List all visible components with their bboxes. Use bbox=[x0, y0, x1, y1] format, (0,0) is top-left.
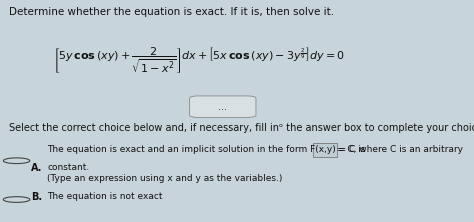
Text: B.: B. bbox=[31, 192, 42, 202]
Text: (Type an expression using x and y as the variables.): (Type an expression using x and y as the… bbox=[47, 174, 283, 183]
Text: $\left[5y\,\mathbf{cos}\,(xy)+\dfrac{2}{\sqrt{1-x^2}}\right]dx+\left[5x\,\mathbf: $\left[5y\,\mathbf{cos}\,(xy)+\dfrac{2}{… bbox=[53, 45, 345, 75]
FancyBboxPatch shape bbox=[190, 96, 256, 117]
Text: ...: ... bbox=[219, 102, 227, 112]
Text: A.: A. bbox=[31, 163, 42, 173]
Text: The equation is exact and an implicit solution in the form F(x,y) = C is: The equation is exact and an implicit so… bbox=[47, 145, 366, 154]
Text: Determine whether the equation is exact. If it is, then solve it.: Determine whether the equation is exact.… bbox=[9, 7, 335, 17]
Text: The equation is not exact: The equation is not exact bbox=[47, 192, 163, 201]
Text: = C, where C is an arbitrary: = C, where C is an arbitrary bbox=[337, 145, 464, 154]
Text: constant.: constant. bbox=[47, 163, 90, 172]
Text: Select the correct choice below and, if necessary, fill inᵒ the answer box to co: Select the correct choice below and, if … bbox=[9, 123, 474, 133]
FancyBboxPatch shape bbox=[313, 143, 337, 157]
